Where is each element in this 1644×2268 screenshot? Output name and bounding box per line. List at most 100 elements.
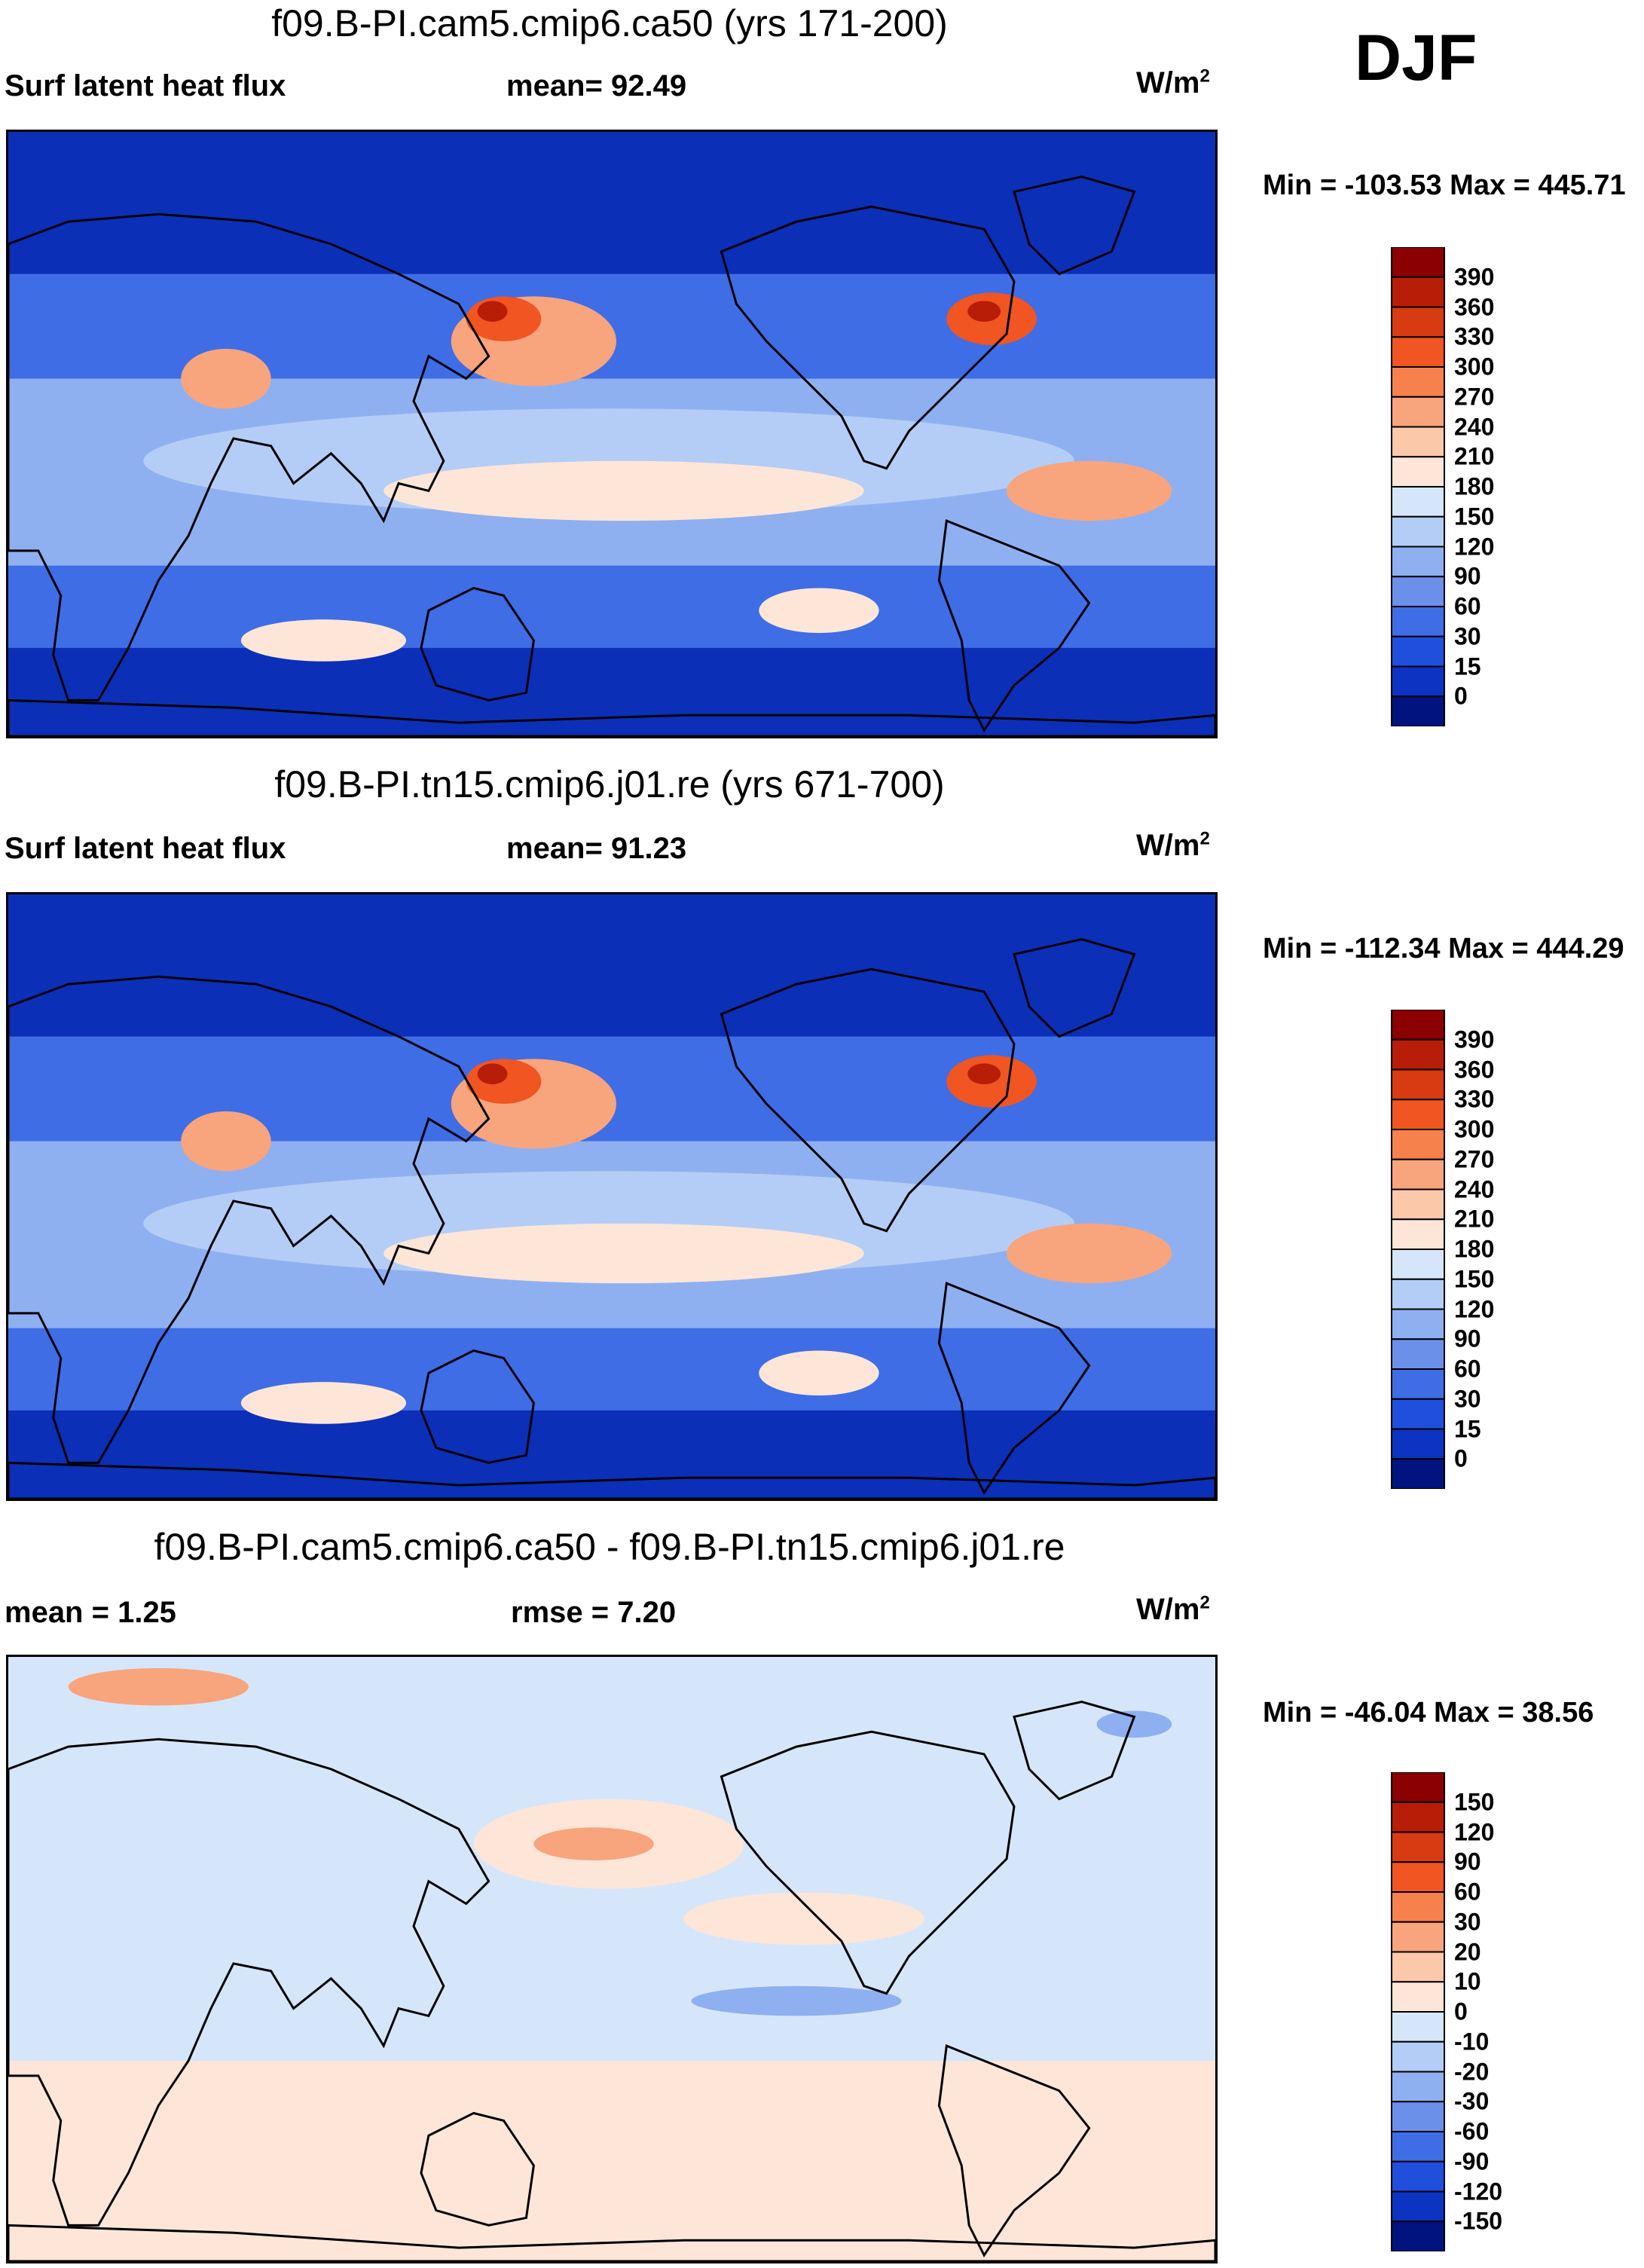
arctic-positive — [68, 1667, 249, 1706]
colorbar-tick-label: 15 — [1454, 1415, 1481, 1442]
colorbar-swatch — [1391, 2190, 1445, 2223]
panel-2-map-svg — [8, 894, 1215, 1499]
colorbar-swatch — [1391, 1891, 1445, 1923]
colorbar-tick-label: 20 — [1454, 1938, 1481, 1965]
colorbar-tick-label: -60 — [1454, 2117, 1490, 2145]
arabian-sea-warm — [181, 348, 271, 409]
coastline — [937, 1282, 1091, 1496]
colorbar-tick-label: 390 — [1454, 263, 1495, 291]
southern-low-flux-band — [8, 1410, 1215, 1499]
coastline — [937, 2044, 1091, 2258]
coastline — [8, 1738, 490, 2227]
coastline — [1013, 938, 1136, 1038]
panel-3-rmse-label: rmse = 7.20 — [511, 1596, 677, 1629]
colorbar-swatch — [1391, 1218, 1445, 1250]
panel-3-colorbar-svg — [1391, 1772, 1445, 2251]
panel-1-minmax: Min = -103.53 Max = 445.71 — [1263, 170, 1626, 201]
colorbar-tick-label: 30 — [1454, 1385, 1481, 1413]
colorbar-tick-label: 30 — [1454, 622, 1481, 650]
colorbar-swatch — [1391, 1278, 1445, 1310]
colorbar-tick-label: 150 — [1454, 1788, 1495, 1816]
panel-3-title: f09.B-PI.cam5.cmip6.ca50 - f09.B-PI.tn15… — [154, 1526, 1065, 1568]
colorbar-tick-label: 90 — [1454, 1325, 1481, 1353]
colorbar-swatch — [1391, 1129, 1445, 1160]
colorbar-tick-label: 300 — [1454, 353, 1495, 381]
coastline — [8, 698, 1215, 736]
panel-3-units-text: W/m — [1136, 1593, 1200, 1626]
south-pacific-warm-patch — [759, 1350, 879, 1396]
colorbar-swatch — [1391, 1368, 1445, 1400]
season-label: DJF — [1355, 22, 1477, 94]
panel-2-variable-label: Surf latent heat flux — [5, 832, 286, 865]
colorbar-swatch — [1391, 2071, 1445, 2103]
colorbar-tick-label: 60 — [1454, 1878, 1481, 1906]
panel-2-minmax: Min = -112.34 Max = 444.29 — [1263, 933, 1624, 964]
colorbar-swatch — [1391, 1981, 1445, 2013]
southern-warm-band — [8, 2060, 1215, 2261]
colorbar-tick-label: 10 — [1454, 1967, 1481, 1995]
colorbar-swatch — [1391, 695, 1445, 726]
colorbar-tick-label: 0 — [1454, 682, 1468, 710]
tropical-pacific-positive — [683, 1892, 924, 1946]
colorbar-tick-label: 240 — [1454, 1175, 1495, 1203]
colorbar-tick-label: 0 — [1454, 1444, 1468, 1472]
colorbar-swatch — [1391, 1099, 1445, 1130]
south-pacific-warm-patch — [759, 588, 879, 634]
panel-3-mean-label: mean = 1.25 — [5, 1596, 176, 1629]
panel-3-colorbar — [1391, 1772, 1445, 2251]
colorbar-swatch — [1391, 665, 1445, 698]
colorbar-swatch — [1391, 2011, 1445, 2043]
colorbar-tick-label: 270 — [1454, 1145, 1495, 1173]
panel-3-units: W/m2 — [1136, 1593, 1210, 1627]
coastline — [1013, 1701, 1136, 1801]
colorbar-swatch — [1391, 1458, 1445, 1489]
colorbar-swatch — [1391, 1398, 1445, 1430]
colorbar-tick-label: 15 — [1454, 653, 1481, 680]
pacific-warm-patch — [383, 460, 864, 521]
panel-3-map-svg — [8, 1657, 1215, 2261]
panel-2-colorbar-svg — [1391, 1010, 1445, 1489]
colorbar-swatch — [1391, 1772, 1445, 1803]
colorbar-swatch — [1391, 546, 1445, 578]
colorbar-swatch — [1391, 576, 1445, 607]
colorbar-swatch — [1391, 2101, 1445, 2132]
colorbar-tick-label: 210 — [1454, 442, 1495, 470]
coastline — [720, 1730, 1016, 1995]
colorbar-swatch — [1391, 635, 1445, 668]
gulf-stream-max — [967, 1063, 1001, 1085]
colorbar-tick-label: 120 — [1454, 533, 1495, 560]
colorbar-tick-label: 60 — [1454, 592, 1481, 620]
colorbar-swatch — [1391, 1428, 1445, 1460]
colorbar-swatch — [1391, 606, 1445, 637]
colorbar-swatch — [1391, 1038, 1445, 1071]
colorbar-swatch — [1391, 1338, 1445, 1370]
colorbar-tick-label: 390 — [1454, 1025, 1495, 1053]
colorbar-swatch — [1391, 1921, 1445, 1953]
panel-2-title: f09.B-PI.tn15.cmip6.j01.re (yrs 671-700) — [274, 763, 945, 805]
colorbar-tick-label: 30 — [1454, 1908, 1481, 1936]
colorbar-tick-label: 120 — [1454, 1295, 1495, 1322]
panel-1-units-text: W/m — [1136, 66, 1200, 99]
colorbar-tick-label: -20 — [1454, 2058, 1490, 2085]
coastline — [1013, 176, 1136, 276]
colorbar-tick-label: -10 — [1454, 2028, 1490, 2056]
indian-warm-patch — [240, 1382, 407, 1424]
atlantic-warm-patch — [1007, 1223, 1172, 1284]
colorbar-swatch — [1391, 2040, 1445, 2073]
panel-2-mean-label: mean= 91.23 — [506, 832, 687, 865]
colorbar-swatch — [1391, 366, 1445, 398]
colorbar-swatch — [1391, 1188, 1445, 1221]
panel-1-units-sup: 2 — [1199, 66, 1210, 87]
coastline — [937, 519, 1091, 733]
colorbar-tick-label: 0 — [1454, 1997, 1468, 2025]
colorbar-tick-label: 270 — [1454, 383, 1495, 411]
panel-1-colorbar-labels: 390 360 330 300 270 240 210 180 150 120 90 60 30 15 0 — [1454, 247, 1605, 726]
colorbar-swatch — [1391, 426, 1445, 458]
colorbar-swatch — [1391, 1158, 1445, 1191]
colorbar-swatch — [1391, 515, 1445, 548]
colorbar-swatch — [1391, 1249, 1445, 1280]
colorbar-swatch — [1391, 2221, 1445, 2251]
colorbar-swatch — [1391, 2160, 1445, 2193]
panel-3-minmax: Min = -46.04 Max = 38.56 — [1263, 1697, 1594, 1729]
colorbar-tick-label: 330 — [1454, 322, 1495, 350]
